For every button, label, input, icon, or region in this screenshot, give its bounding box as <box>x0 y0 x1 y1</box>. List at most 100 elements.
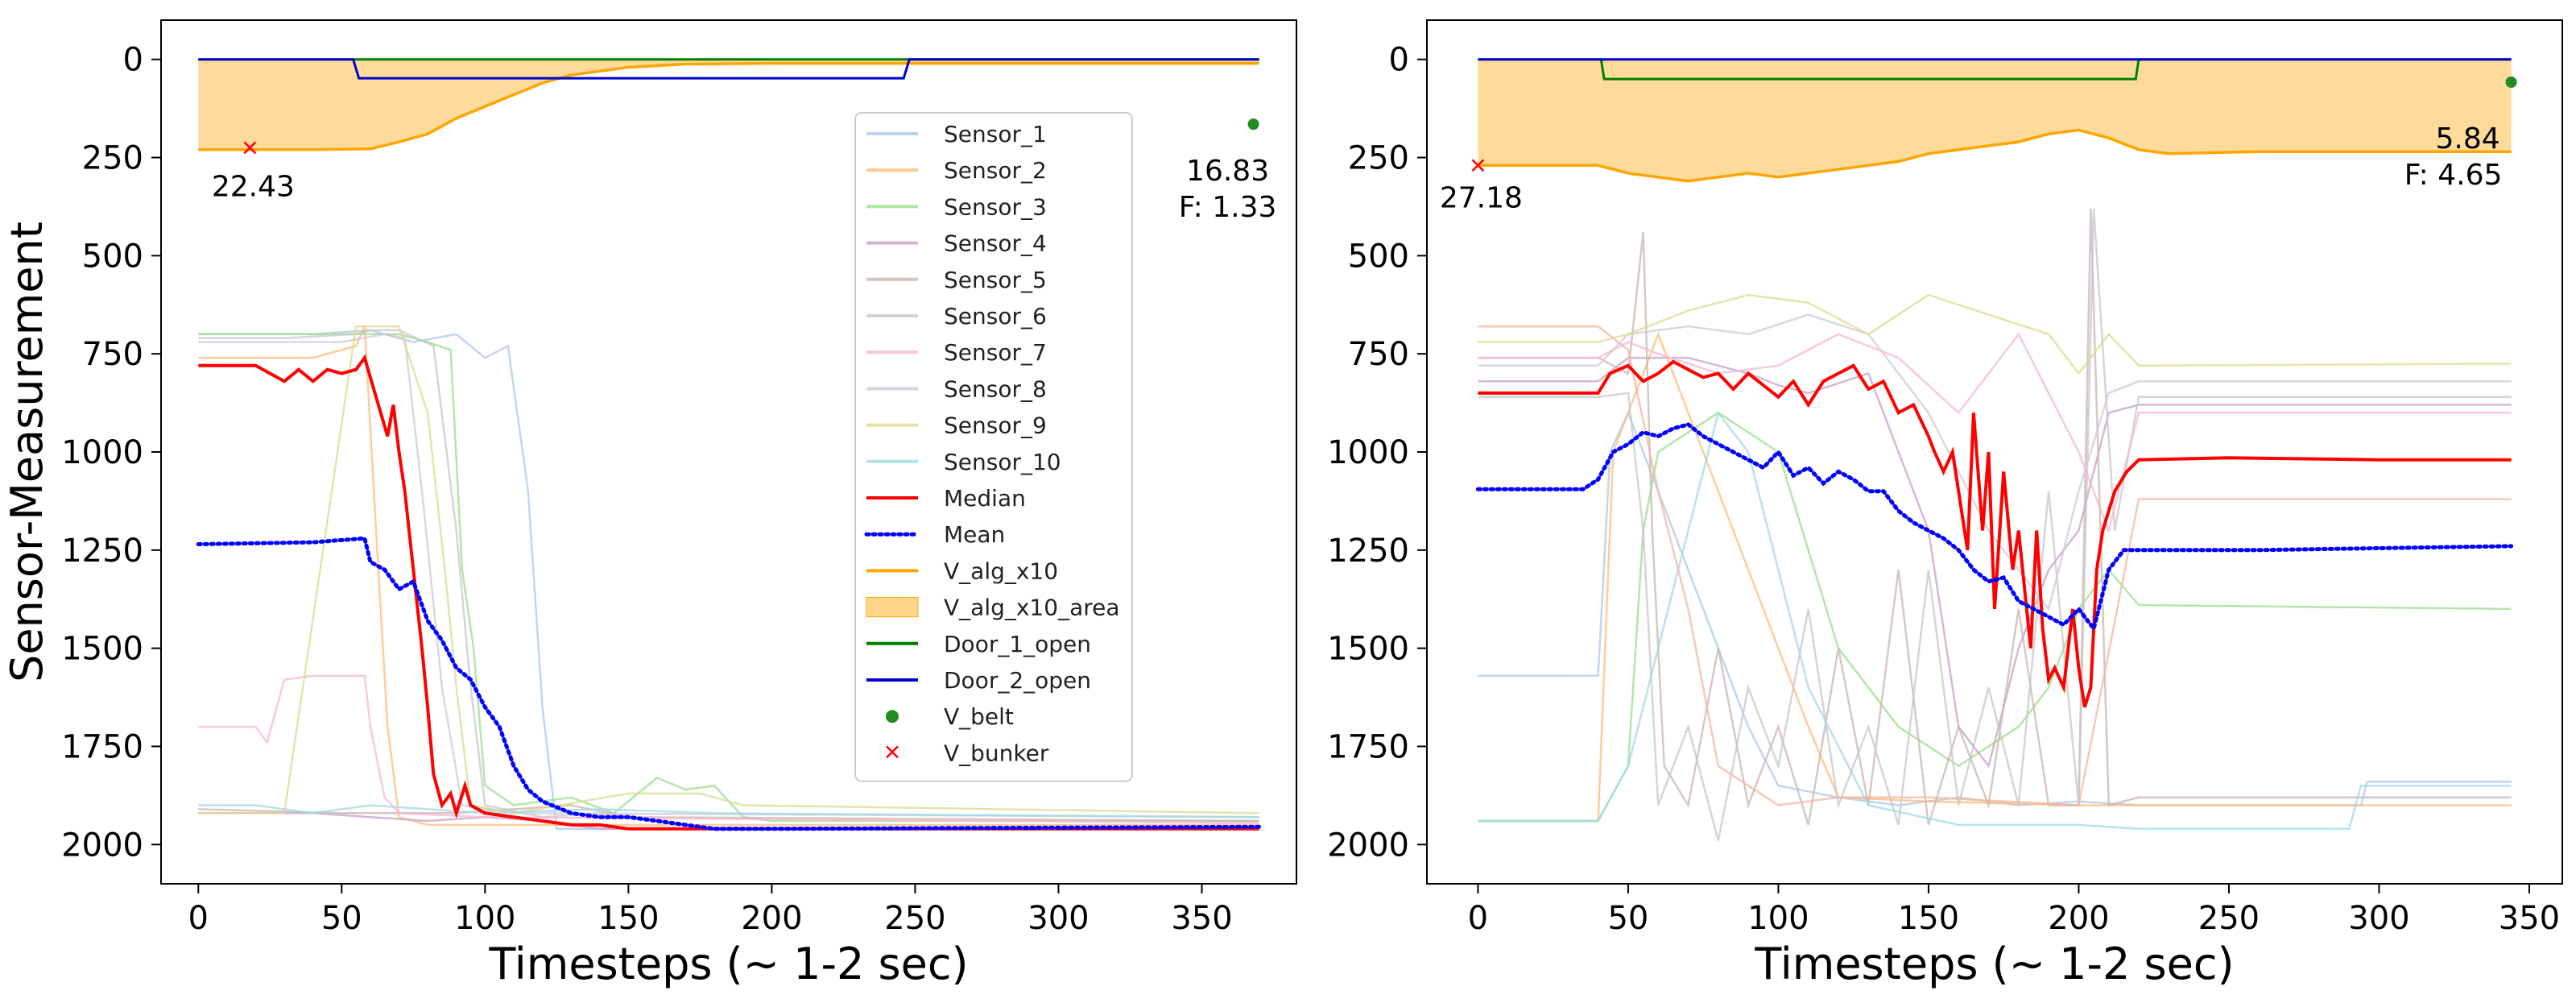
y-axis-title: Sensor-Measurement <box>2 222 52 682</box>
legend-frame <box>854 112 1133 782</box>
legend-label: V_bunker <box>944 740 1049 766</box>
legend-item: Sensor_8 <box>866 375 1047 402</box>
legend-item: Sensor_2 <box>866 157 1047 184</box>
x-tick-label: 200 <box>741 900 802 937</box>
series-sensor-4 <box>198 812 1259 831</box>
series-sensor-1 <box>198 329 1259 831</box>
legend-swatch <box>866 597 919 618</box>
x-axis-title: Timesteps (~ 1-2 sec) <box>488 939 968 989</box>
y-tick-label: 1000 <box>1327 434 1409 471</box>
fill-factor-label: F: 1.33 <box>1179 191 1277 224</box>
y-tick-label: 750 <box>82 336 143 373</box>
v-alg-x10-line <box>198 61 1259 151</box>
x-tick-label: 200 <box>2048 900 2109 937</box>
series-sensor-9 <box>1478 293 2512 375</box>
legend-item: V_bunker <box>886 740 1049 766</box>
legend-item: V_alg_x10 <box>866 558 1058 584</box>
legend-label: Sensor_10 <box>944 449 1061 475</box>
right-chart: 27.18 5.84 F: 4.65 0 50 100 150 200 250 300 350 0 25… <box>1327 19 2563 989</box>
x-tick-label: 50 <box>321 900 362 937</box>
v-belt-marker <box>2505 76 2517 88</box>
series-sensor-6 <box>1478 208 2512 841</box>
y-tick-label: 2000 <box>1327 827 1409 864</box>
series-sensor-8 <box>1478 313 2512 611</box>
legend-swatch <box>886 745 899 759</box>
y-tick-label: 2000 <box>61 827 143 864</box>
plot-area <box>1475 58 2514 841</box>
y-tick-label: 250 <box>1348 140 1409 177</box>
series-sensor-10 <box>198 804 1259 819</box>
series-sensor-2 <box>198 325 1259 827</box>
legend-label: Door_2_open <box>944 667 1091 694</box>
legend-label: Sensor_5 <box>944 267 1047 293</box>
legend: Sensor_1 Sensor_2 Sensor_3 Sensor_4 Sensor_5… <box>854 112 1133 782</box>
y-tick-label: 1250 <box>1327 533 1409 570</box>
series-sensor-11 <box>1478 325 2512 806</box>
legend-label: Sensor_1 <box>944 121 1047 147</box>
legend-label: Sensor_3 <box>944 193 1047 220</box>
x-tick-label: 100 <box>454 900 515 937</box>
y-tick-label: 1500 <box>1327 631 1409 668</box>
series-mean <box>196 536 1262 831</box>
legend-item: Sensor_1 <box>866 121 1047 147</box>
series-sensor-10 <box>1478 410 2512 831</box>
legend-item: Sensor_6 <box>866 303 1047 330</box>
legend-label: Sensor_7 <box>944 339 1047 366</box>
legend-label: Sensor_6 <box>944 303 1047 330</box>
y-tick-label: 1750 <box>61 728 143 765</box>
v-bunker-label: 22.43 <box>212 170 295 203</box>
x-tick-label: 300 <box>1028 900 1089 937</box>
legend-label: V_belt <box>944 703 1014 730</box>
y-tick-label: 1500 <box>61 631 143 668</box>
legend-label: Sensor_4 <box>944 230 1047 257</box>
left-chart: 22.43 16.83F: 1.33 0 50 100 150 200 250 300 350 0 2… <box>2 19 1297 989</box>
series-sensor-7 <box>198 674 1259 824</box>
x-tick-label: 250 <box>2198 900 2260 937</box>
x-tick-label: 250 <box>884 900 945 937</box>
x-tick-label: 150 <box>1898 900 1959 937</box>
legend-label: V_alg_x10_area <box>944 595 1120 621</box>
y-tick-label: 0 <box>1389 42 1409 79</box>
series-sensor-3 <box>1478 411 2512 823</box>
v-alg-x10-area <box>198 59 1259 150</box>
legend-item: Median <box>866 485 1026 512</box>
x-axis-title: Timesteps (~ 1-2 sec) <box>1754 939 2234 989</box>
x-tick-label: 100 <box>1747 900 1809 937</box>
legend-swatch <box>886 710 899 723</box>
legend-label: Median <box>944 485 1026 512</box>
legend-label: Sensor_8 <box>944 375 1047 402</box>
y-tick-label: 1250 <box>61 533 143 570</box>
x-tick-label: 350 <box>2499 900 2560 937</box>
y-tick-label: 250 <box>82 140 143 177</box>
y-tick-label: 1000 <box>61 434 143 471</box>
v-bunker-label: 27.18 <box>1440 181 1523 214</box>
series-mean <box>1475 422 2514 633</box>
legend-item: Sensor_4 <box>866 230 1047 257</box>
series-median <box>1478 359 2512 708</box>
legend-item: Door_2_open <box>866 667 1091 694</box>
legend-item: Sensor_5 <box>866 267 1047 293</box>
y-tick-label: 500 <box>82 238 143 275</box>
legend-label: Sensor_9 <box>944 412 1047 439</box>
plot-area <box>196 58 1262 831</box>
x-tick-label: 0 <box>188 900 209 937</box>
x-tick-label: 150 <box>597 900 659 937</box>
legend-item: Mean <box>864 521 1005 548</box>
series-sensor-5 <box>1478 208 2512 826</box>
y-tick-label: 500 <box>1348 238 1409 275</box>
legend-item: V_belt <box>886 703 1014 730</box>
legend-item: Sensor_10 <box>866 449 1061 475</box>
x-tick-label: 0 <box>1468 900 1488 937</box>
v-bunker-marker <box>243 141 257 155</box>
v-bunker-marker <box>1471 159 1485 172</box>
legend-label: Door_1_open <box>944 631 1091 657</box>
legend-item: V_alg_x10_area <box>866 595 1120 621</box>
v-belt-marker <box>1247 118 1259 131</box>
y-tick-label: 1750 <box>1327 728 1409 765</box>
y-tick-label: 750 <box>1348 336 1409 373</box>
y-tick-label: 0 <box>123 42 143 79</box>
fill-factor-label: F: 4.65 <box>2404 159 2503 192</box>
legend-label: Sensor_2 <box>944 157 1047 184</box>
series-sensor-3 <box>198 333 1259 823</box>
